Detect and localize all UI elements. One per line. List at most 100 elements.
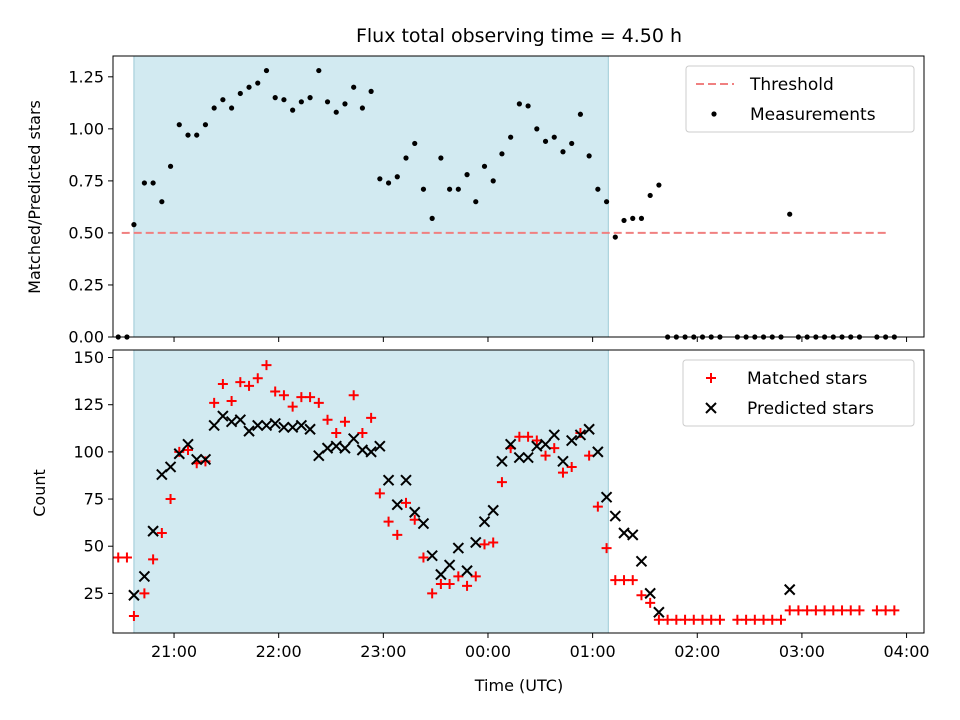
top-series-1-point-5 [150,180,156,186]
bottom-series-2-point-54 [592,446,604,458]
bottom-series-1-point-27 [339,416,350,427]
top-series-1-point-34 [403,155,409,161]
bottom-series-1-point-25 [322,414,333,425]
top-series-1-point-29 [359,105,366,111]
top-series-1-point-4 [141,180,147,186]
bottom-series-2-point-52 [574,429,587,441]
bottom-series-2-point-55 [600,491,613,503]
bottom-series-1-point-33 [392,529,403,540]
bottom-series-1-point-60 [627,575,638,586]
bottom-series-1-point-7 [165,494,176,505]
top-series-1-point-46 [508,134,514,140]
bottom-series-1-point-17 [252,373,263,384]
bottom-series-2-point-59 [635,555,648,568]
bottom-series-2-point-21 [304,423,316,435]
bottom-y-tick-label-5: 125 [73,395,104,414]
top-series-1-point-13 [220,97,226,103]
bottom-series-2-point-1 [128,589,140,601]
bottom-series-2-point-18 [278,421,290,434]
bottom-legend-label-2: Predicted stars [747,399,874,419]
top-series-1-point-33 [394,174,400,180]
bottom-series-2-point-2 [138,570,151,583]
bottom-series-2-point-23 [321,442,334,454]
top-legend-marker-2 [711,111,717,117]
top-series-1-point-38 [438,155,444,161]
top-legend-box [685,65,915,133]
bottom-series-2-point-41 [478,515,491,528]
top-series-1-point-7 [167,163,174,169]
top-series-1-point-59 [621,217,627,224]
top-series-1-point-43 [481,163,488,169]
bottom-series-2-point-43 [496,455,508,468]
top-series-1-point-52 [560,149,566,155]
top-series-1-point-26 [333,109,339,115]
top-series-1-point-9 [185,132,191,138]
top-legend-label-1: Threshold [749,75,834,95]
bottom-series-1-point-51 [549,443,560,454]
bottom-series-1-point-62 [645,597,656,608]
top-series-1-point-31 [377,176,383,182]
bottom-series-1-point-9 [182,444,193,455]
bottom-series-1-point-83 [837,605,848,616]
bottom-series-1-point-12 [209,397,220,408]
bottom-series-1-point-34 [401,497,412,508]
bottom-series-1-point-70 [714,614,725,625]
bottom-series-1-point-24 [313,397,324,408]
top-y-axis-label: Matched/Predicted stars [25,100,44,294]
bottom-series-2-point-53 [583,423,595,435]
top-series-1-point-18 [263,67,270,74]
bottom-series-1-point-52 [557,467,568,478]
top-series-1-point-37 [429,215,435,221]
top-series-1-point-77 [787,211,793,217]
bottom-series-2-point-62 [783,583,796,596]
top-y-tick-label-4: 0.75 [68,171,104,190]
bottom-series-1-point-30 [366,412,377,423]
bottom-series-1-point-53 [566,461,577,472]
top-series-1-point-60 [630,215,636,221]
x-tick-label-5: 01:00 [570,642,616,661]
bottom-series-1-point-56 [592,501,603,512]
bottom-y-tick-label-1: 25 [84,584,104,603]
bottom-series-1-point-75 [767,614,778,625]
bottom-series-2-point-45 [513,451,526,464]
top-series-1-point-39 [447,186,453,192]
bottom-series-1-point-40 [453,571,464,582]
bottom-series-1-point-11 [200,456,211,467]
bottom-series-2-point-13 [234,414,247,426]
bottom-series-1-point-42 [470,571,481,582]
top-panel: 0.00 0.25 0.50 0.75 1.00 1.25 Threshold Measure… [68,55,925,347]
bottom-series-2-point-30 [382,474,395,486]
top-series-1-point-25 [324,99,331,105]
top-series-1-point-51 [551,134,557,140]
top-series-1-point-61 [638,215,645,221]
bottom-legend-label-1: Matched stars [747,369,867,389]
top-series-1-point-3 [131,222,137,228]
top-series-1-point-56 [595,186,601,192]
bottom-series-1-point-77 [784,605,795,616]
bottom-series-1-point-80 [810,605,821,616]
bottom-series-1-point-58 [610,575,621,586]
bottom-series-2-point-61 [653,606,665,618]
bottom-series-2-point-31 [391,498,403,511]
top-series-1-point-20 [281,97,287,103]
bottom-series-2-point-15 [252,419,264,432]
top-series-1-point-30 [368,88,374,94]
bottom-y-tick-label-4: 100 [73,442,104,461]
bottom-series-1-point-88 [889,605,900,616]
top-series-1-point-40 [455,186,461,192]
bottom-series-2-point-12 [225,415,238,428]
bottom-series-2-point-14 [243,425,255,437]
bottom-series-2-point-27 [356,444,369,456]
bottom-series-1-point-1 [113,552,124,563]
bottom-series-2-point-26 [347,432,360,445]
x-tick-label-8: 04:00 [884,642,930,661]
top-legend: Threshold Measurements [685,65,915,133]
bottom-series-2-point-9 [199,453,212,466]
bottom-series-2-point-40 [470,536,482,549]
bottom-series-2-point-47 [531,440,543,452]
top-series-1-point-27 [342,101,348,107]
bottom-series-1-point-15 [235,377,246,388]
bottom-axes-frame [112,349,925,634]
bottom-series-2-point-56 [609,510,622,522]
bottom-series-2-point-19 [286,421,299,434]
